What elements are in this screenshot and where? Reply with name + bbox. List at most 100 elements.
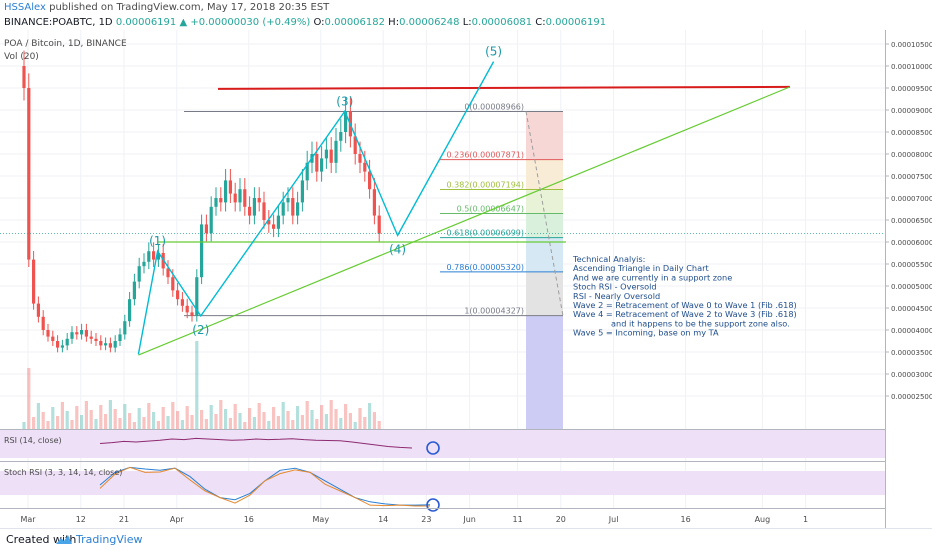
candle-body (324, 149, 328, 159)
volume-bar (320, 405, 324, 430)
annotation-line: And we are currently in a support zone (573, 272, 732, 282)
candle-body (372, 189, 376, 216)
volume-bar (339, 418, 343, 430)
candle-body (272, 224, 276, 229)
candle-body (296, 202, 300, 216)
volume-bar (27, 368, 31, 430)
candle-body (300, 180, 304, 203)
fibonacci-zone: 0(0.00008966) 0.236(0.00007871) 0.382(0.00… (184, 102, 563, 430)
volume-bar (104, 414, 108, 430)
volume-bar (296, 406, 300, 430)
candle-body (60, 345, 64, 348)
y-tick-label: 0.00007500 (891, 173, 932, 181)
y-tick-label: 0.00005500 (891, 261, 932, 269)
volume-bar (75, 406, 79, 430)
volume-bar (147, 403, 151, 430)
candle-body (219, 198, 223, 203)
y-tick-label: 0.00007000 (891, 195, 932, 203)
volume-bar (185, 406, 189, 430)
support-trendline (138, 86, 791, 356)
candle-body (94, 338, 98, 341)
candle-body (363, 162, 367, 172)
volume-bar (171, 402, 175, 430)
candle-body (104, 343, 108, 346)
price-axis[interactable] (885, 30, 932, 528)
volume-bar (200, 410, 204, 430)
fib-label: 0.618(0.00006099) (447, 229, 525, 238)
candle-body (281, 202, 285, 216)
volume-bar (344, 404, 348, 430)
x-tick-label: Aug (755, 515, 771, 524)
fib-band (526, 237, 563, 272)
annotation-line: Wave 2 = Retracement of Wave 0 to Wave 1… (573, 300, 797, 310)
tradingview-link[interactable]: TradingView (76, 533, 143, 546)
volume-bar (286, 411, 290, 430)
x-tick-label: 16 (681, 515, 691, 524)
candle-body (377, 215, 381, 234)
candle-body (89, 336, 93, 339)
candle-body (51, 336, 55, 341)
fib-band (526, 111, 563, 160)
candle-body (84, 330, 88, 337)
footer: Created with TradingView (0, 528, 932, 551)
y-tick-label: 0.00005000 (891, 283, 932, 291)
grid (0, 30, 885, 508)
candle-body (315, 154, 319, 172)
candle-body (195, 277, 199, 316)
candle-body (190, 312, 194, 316)
author-link[interactable]: HSSAlex (4, 2, 46, 13)
volume-bar (334, 409, 338, 430)
candle-body (368, 171, 372, 190)
y-tick-label: 0.00004000 (891, 327, 932, 335)
fib-label: 0.382(0.00007194) (447, 180, 525, 189)
candle-body (128, 299, 132, 322)
volume-bar (372, 412, 376, 430)
volume-bar (80, 415, 84, 430)
candle-body (233, 193, 237, 203)
candle-body (262, 202, 266, 220)
stoch-d-line (99, 466, 430, 507)
candle-body (27, 88, 31, 260)
annotation-line: RSI - Nearly Oversold (573, 291, 660, 301)
volume-bar (99, 405, 103, 430)
y-tick-label: 0.00003000 (891, 371, 932, 379)
volume-bars (22, 341, 381, 430)
volume-bar (272, 407, 276, 430)
candle-body (36, 303, 40, 317)
x-tick-label: 14 (378, 515, 388, 524)
candle-body (56, 341, 60, 348)
change-value: ▲ +0.00000030 (+0.49%) (179, 17, 311, 28)
fib-label: 1(0.00004327) (464, 307, 524, 316)
volume-bar (228, 418, 232, 430)
candle-body (291, 198, 295, 216)
candle-body (276, 215, 280, 229)
candle-body (180, 299, 184, 306)
volume-bar (161, 407, 165, 430)
volume-bar (84, 401, 88, 430)
low-value: 0.00006081 (471, 17, 533, 28)
volume-bar (176, 411, 180, 430)
wave-label: (1) (149, 234, 166, 248)
volume-bar (142, 417, 146, 430)
candle-body (65, 338, 69, 346)
candle-body (80, 330, 84, 335)
stoch-highlight-circle (426, 498, 440, 512)
wave-label: (5) (485, 45, 502, 59)
volume-bar (300, 415, 304, 430)
volume-bar (324, 414, 328, 430)
y-tick-label: 0.00002500 (891, 393, 932, 401)
price-chart[interactable]: 0(0.00008966) 0.236(0.00007871) 0.382(0.00… (0, 30, 932, 528)
y-tick-label: 0.00009500 (891, 85, 932, 93)
x-tick-label: Jun (462, 515, 476, 524)
candle-body (132, 281, 136, 300)
fib-label: 0.236(0.00007871) (447, 151, 525, 160)
candle-body (344, 111, 348, 132)
volume-bar (305, 401, 309, 430)
volume-bar (377, 421, 381, 430)
close-value: 0.00006191 (115, 17, 177, 28)
volume-bar (276, 416, 280, 430)
candle-body (257, 198, 261, 203)
candle-body (171, 277, 175, 291)
volume-bar (353, 422, 357, 430)
volume-bar (113, 409, 117, 430)
